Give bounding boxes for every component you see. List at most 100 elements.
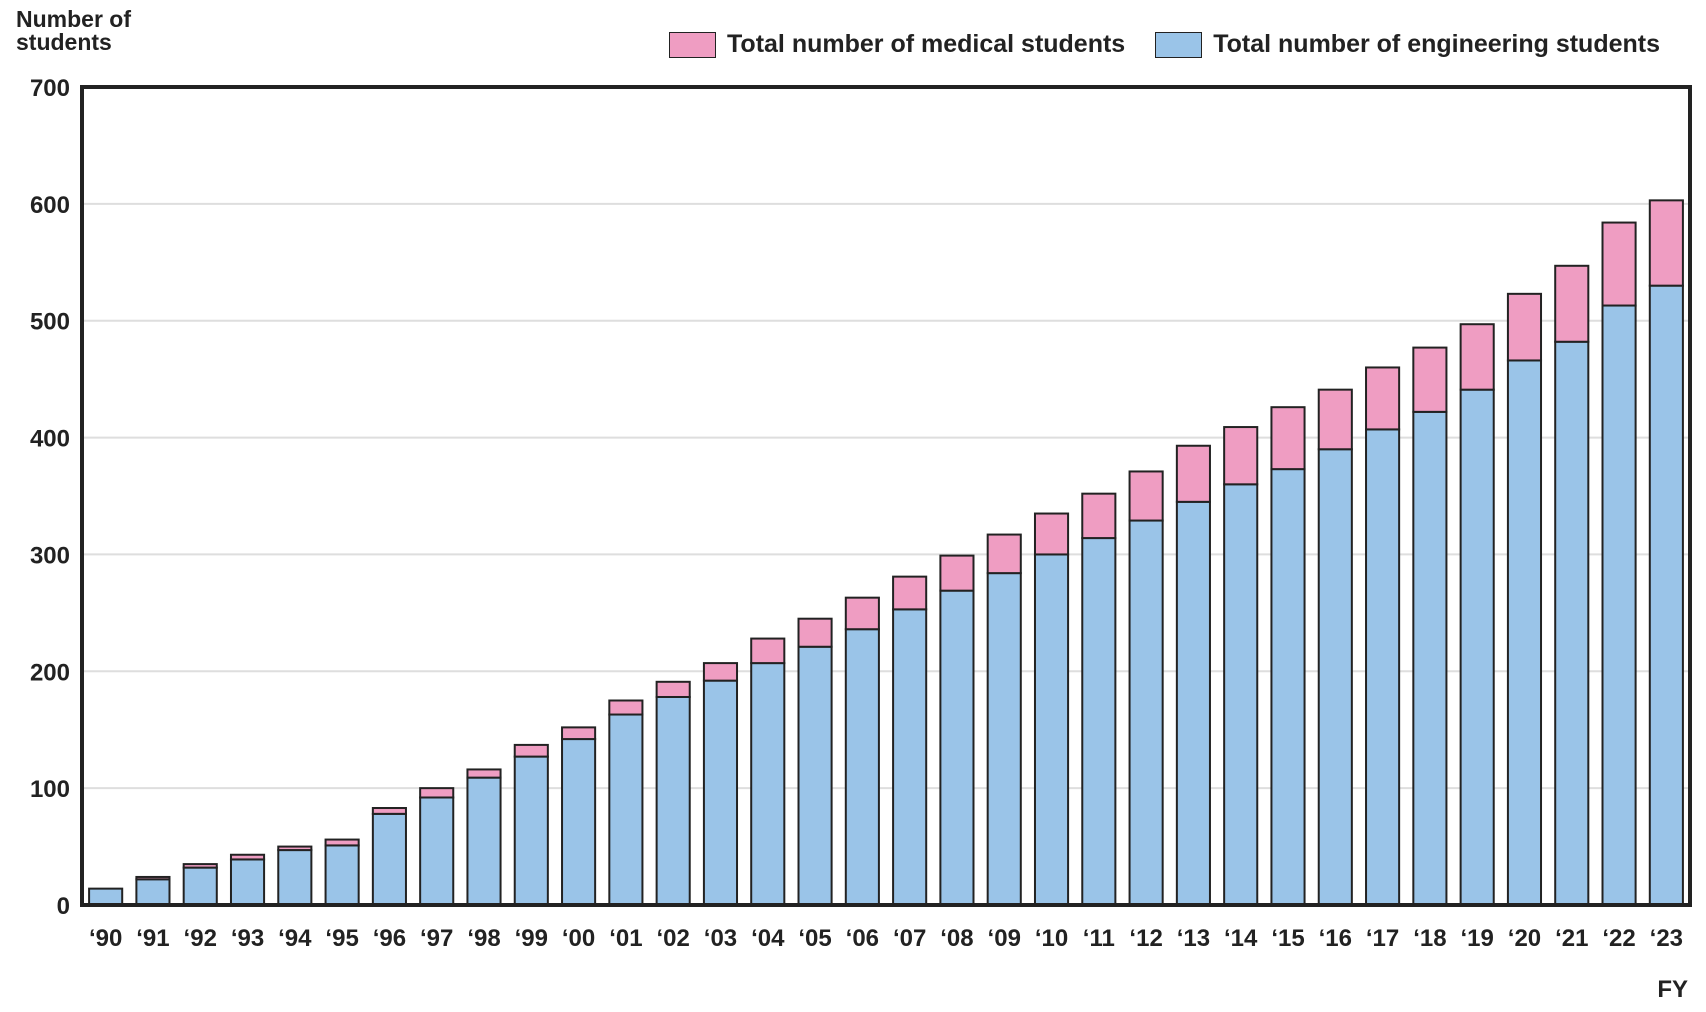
bar-medical-32 (1601, 221, 1637, 307)
bar-engineering-27 (1365, 428, 1401, 906)
plot-frame (80, 85, 1692, 907)
bar-medical-30 (1506, 292, 1543, 362)
bar-engineering-2 (182, 866, 218, 906)
y-axis-title-line1: Number of (16, 6, 131, 32)
bar-medical-19 (986, 533, 1022, 575)
bar-engineering-23 (1175, 500, 1211, 906)
bar-medical-20 (1033, 512, 1070, 556)
bar-engineering-11 (608, 713, 644, 906)
x-tick-label-23: ‘13 (1177, 925, 1210, 952)
bar-medical-22 (1128, 470, 1164, 522)
y-tick-label-400: 400 (30, 426, 70, 453)
bar-engineering-12 (655, 695, 691, 906)
bar-engineering-26 (1317, 448, 1353, 906)
y-tick-label-600: 600 (30, 192, 70, 219)
bar-engineering-1 (135, 878, 171, 907)
x-tick-label-28: ‘18 (1413, 925, 1446, 952)
x-tick-label-16: ‘06 (846, 925, 879, 952)
bar-medical-14 (750, 637, 786, 665)
bar-engineering-22 (1128, 519, 1164, 906)
bar-engineering-33 (1648, 284, 1684, 906)
y-tick-label-200: 200 (30, 659, 70, 686)
legend-label-medical: Total number of medical students (727, 30, 1126, 58)
x-tick-label-21: ‘11 (1083, 925, 1115, 952)
legend: Total number of medical students Total n… (669, 30, 1660, 59)
x-tick-label-27: ‘17 (1366, 925, 1399, 952)
bar-engineering-16 (844, 628, 880, 907)
bar-medical-9 (513, 743, 549, 758)
bar-medical-13 (702, 662, 739, 682)
x-tick-label-24: ‘14 (1224, 925, 1258, 952)
x-tick-label-17: ‘07 (893, 925, 926, 952)
y-tick-label-500: 500 (30, 309, 70, 336)
bar-engineering-31 (1554, 340, 1590, 906)
x-tick-label-3: ‘93 (231, 925, 264, 952)
x-tick-label-31: ‘21 (1555, 925, 1588, 952)
bar-medical-18 (939, 554, 975, 592)
x-tick-label-15: ‘05 (798, 925, 831, 952)
bar-engineering-24 (1223, 483, 1259, 906)
x-tick-label-0: ‘90 (89, 925, 122, 952)
bar-medical-4 (277, 845, 313, 852)
bar-medical-11 (608, 699, 644, 716)
x-tick-label-10: ‘00 (562, 925, 595, 952)
bar-engineering-9 (513, 755, 549, 906)
legend-label-engineering: Total number of engineering students (1213, 30, 1660, 58)
bar-medical-1 (135, 875, 171, 881)
x-tick-label-7: ‘97 (420, 925, 453, 952)
bar-engineering-28 (1412, 410, 1448, 906)
bar-engineering-5 (324, 844, 360, 906)
bar-medical-26 (1317, 388, 1353, 451)
x-tick-label-9: ‘99 (515, 925, 548, 952)
legend-item-medical: Total number of medical students (669, 30, 1125, 59)
x-tick-label-30: ‘20 (1508, 925, 1541, 952)
bar-engineering-30 (1506, 359, 1543, 906)
x-tick-label-33: ‘23 (1650, 925, 1683, 952)
x-tick-label-20: ‘10 (1035, 925, 1068, 952)
bar-engineering-21 (1081, 537, 1117, 906)
y-tick-label-300: 300 (30, 542, 70, 569)
x-tick-label-13: ‘03 (704, 925, 737, 952)
x-tick-label-1: ‘91 (136, 925, 169, 952)
x-tick-label-8: ‘98 (467, 925, 500, 952)
x-tick-label-12: ‘02 (656, 925, 689, 952)
x-tick-label-6: ‘96 (373, 925, 406, 952)
bar-engineering-3 (229, 858, 266, 907)
x-axis-title: FY (1657, 976, 1688, 1003)
legend-item-engineering: Total number of engineering students (1155, 30, 1660, 59)
bar-engineering-18 (939, 589, 975, 906)
x-tick-label-32: ‘22 (1602, 925, 1635, 952)
bar-engineering-7 (419, 796, 455, 907)
bar-engineering-14 (750, 662, 786, 906)
bar-engineering-0 (88, 887, 124, 907)
bar-medical-24 (1223, 426, 1259, 486)
bar-medical-15 (797, 617, 833, 648)
bar-engineering-19 (986, 572, 1022, 907)
x-tick-label-18: ‘08 (940, 925, 973, 952)
bar-medical-21 (1081, 492, 1117, 540)
bar-medical-28 (1412, 346, 1448, 413)
bar-engineering-25 (1270, 468, 1306, 906)
bar-medical-33 (1648, 199, 1684, 287)
x-tick-label-11: ‘01 (609, 925, 642, 952)
x-tick-label-26: ‘16 (1319, 925, 1352, 952)
bar-medical-12 (655, 680, 691, 698)
bar-medical-17 (892, 575, 928, 611)
bars-layer (88, 199, 1684, 907)
legend-swatch-engineering (1155, 31, 1203, 58)
bar-medical-25 (1270, 406, 1306, 471)
x-tick-label-4: ‘94 (278, 925, 312, 952)
bar-medical-10 (561, 726, 597, 741)
x-tick-label-22: ‘12 (1129, 925, 1162, 952)
y-axis-title-line2: students (16, 29, 112, 55)
grid-layer (82, 202, 1690, 790)
bar-engineering-6 (371, 812, 407, 907)
bar-medical-2 (182, 863, 218, 869)
bar-medical-6 (371, 807, 407, 815)
x-tick-label-5: ‘95 (325, 925, 358, 952)
bar-engineering-8 (466, 776, 502, 907)
bar-engineering-20 (1033, 553, 1070, 907)
y-tick-label-700: 700 (30, 75, 70, 102)
bar-medical-16 (844, 596, 880, 631)
